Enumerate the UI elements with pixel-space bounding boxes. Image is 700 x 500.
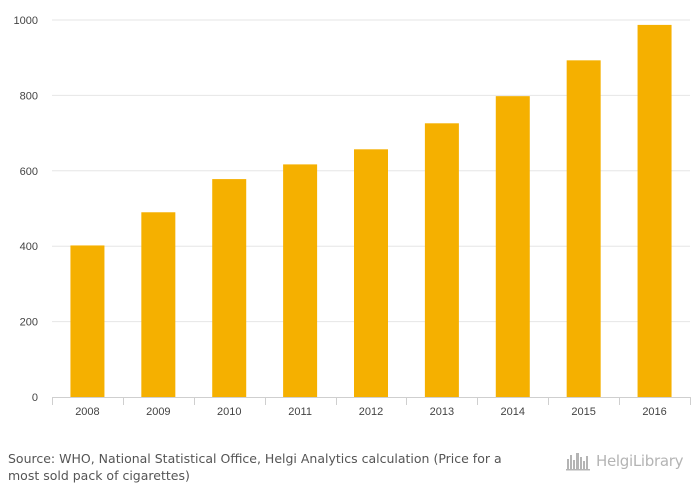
- bar-2008: [70, 245, 105, 397]
- x-tick-label: 2011: [288, 406, 312, 418]
- bar-2013: [424, 123, 459, 397]
- x-tick-label: 2012: [359, 406, 383, 418]
- y-tick-label: 0: [32, 392, 38, 404]
- x-tick-label: 2013: [430, 406, 454, 418]
- bar-2014: [495, 96, 530, 398]
- bar-2009: [141, 212, 176, 397]
- x-tick-label: 2009: [146, 406, 170, 418]
- x-tick-label: 2014: [501, 406, 525, 418]
- helgilibrary-logo: HelgiLibrary: [566, 450, 684, 472]
- x-tick-label: 2016: [642, 406, 666, 418]
- logo-text: HelgiLibrary: [596, 452, 684, 470]
- source-prefix: Source:: [8, 451, 56, 466]
- bar-2015: [566, 60, 601, 398]
- bar-2016: [637, 24, 672, 397]
- skyline-icon: [566, 453, 590, 471]
- y-tick-label: 600: [20, 166, 38, 178]
- bar-2011: [283, 164, 318, 397]
- x-axis: 2008 2009 2010 2011 2012 2013 2014 2015 2016: [75, 406, 667, 418]
- y-tick-label: 400: [20, 241, 38, 253]
- y-axis: 0 200 400 600 800 1000: [14, 15, 38, 404]
- source-text: WHO, National Statistical Office, Helgi …: [8, 451, 502, 483]
- y-tick-label: 1000: [14, 15, 38, 27]
- source-note: Source: WHO, National Statistical Office…: [8, 450, 528, 484]
- x-axis-ticks: [52, 397, 691, 405]
- x-tick-label: 2015: [571, 406, 595, 418]
- y-tick-label: 200: [20, 317, 38, 329]
- bars: [70, 24, 672, 398]
- x-tick-label: 2010: [217, 406, 241, 418]
- bar-2010: [212, 179, 247, 397]
- x-tick-label: 2008: [75, 406, 99, 418]
- y-tick-label: 800: [20, 90, 38, 102]
- bar-2012: [354, 149, 388, 397]
